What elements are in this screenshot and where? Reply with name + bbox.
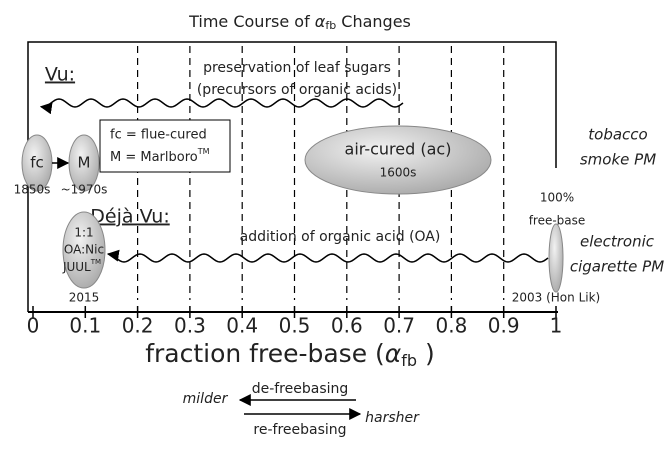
- tick-label: 1: [550, 314, 563, 338]
- tick-label: 0.6: [331, 314, 363, 338]
- vu-heading: Vu:: [45, 64, 75, 86]
- tick-label: 0.7: [383, 314, 415, 338]
- ecig: cigarette PM: [570, 258, 664, 276]
- title: Time Course of αfb Changes: [188, 12, 411, 33]
- free-base: free-base: [529, 214, 586, 228]
- vu-line2: (precursors of organic acids): [197, 82, 397, 98]
- tobacco: tobacco: [588, 126, 647, 144]
- tick-label: 0.2: [122, 314, 154, 338]
- tick-label: 0.4: [226, 314, 258, 338]
- ecig-ellipse: [548, 223, 564, 293]
- tick-label: 0.5: [279, 314, 311, 338]
- tick-label: 0.3: [174, 314, 206, 338]
- air-year: 1600s: [380, 166, 417, 180]
- legend1: fc = flue-cured: [110, 128, 207, 143]
- milder: milder: [183, 391, 229, 407]
- juul3: JUULTM: [62, 258, 101, 274]
- juul-ellipse: [62, 211, 106, 289]
- juul2: OA:Nic: [64, 243, 104, 257]
- vu-line1: preservation of leaf sugars: [203, 60, 391, 76]
- air-cured: air-cured (ac): [345, 140, 452, 159]
- fc-year: 1850s: [14, 183, 51, 197]
- legend-box: [99, 119, 231, 173]
- de-freebasing: de-freebasing: [252, 381, 349, 397]
- wave-arrow: [106, 249, 549, 263]
- legend2: M = MarlboroTM: [110, 147, 210, 165]
- ecig-year: 2003 (Hon Lik): [512, 291, 600, 305]
- air-ellipse: [304, 125, 492, 195]
- ecig: electronic: [580, 233, 655, 251]
- tobacco: smoke PM: [580, 151, 656, 169]
- juul1: 1:1: [74, 226, 93, 240]
- axis-label: fraction free-base (αfb ): [145, 339, 435, 370]
- tick-label: 0.9: [488, 314, 520, 338]
- tick-label: 0.8: [435, 314, 467, 338]
- fc: fc: [30, 154, 44, 172]
- harsher: harsher: [365, 410, 420, 426]
- free-base: 100%: [540, 191, 574, 205]
- m-year: ~1970s: [61, 183, 108, 197]
- deja-heading: Déjà Vu:: [90, 206, 169, 228]
- deja-line: addition of organic acid (OA): [240, 229, 441, 245]
- m: M: [78, 154, 91, 172]
- tick-label: 0: [27, 314, 40, 338]
- juul-year: 2015: [69, 291, 100, 305]
- ticks: 0 0.1 0.2 0.3 0.4 0.5 0.6 0.7 0.8 0.9 1: [27, 306, 563, 338]
- tick-label: 0.1: [69, 314, 101, 338]
- wave-arrow: [39, 98, 404, 115]
- re-freebasing: re-freebasing: [253, 422, 346, 438]
